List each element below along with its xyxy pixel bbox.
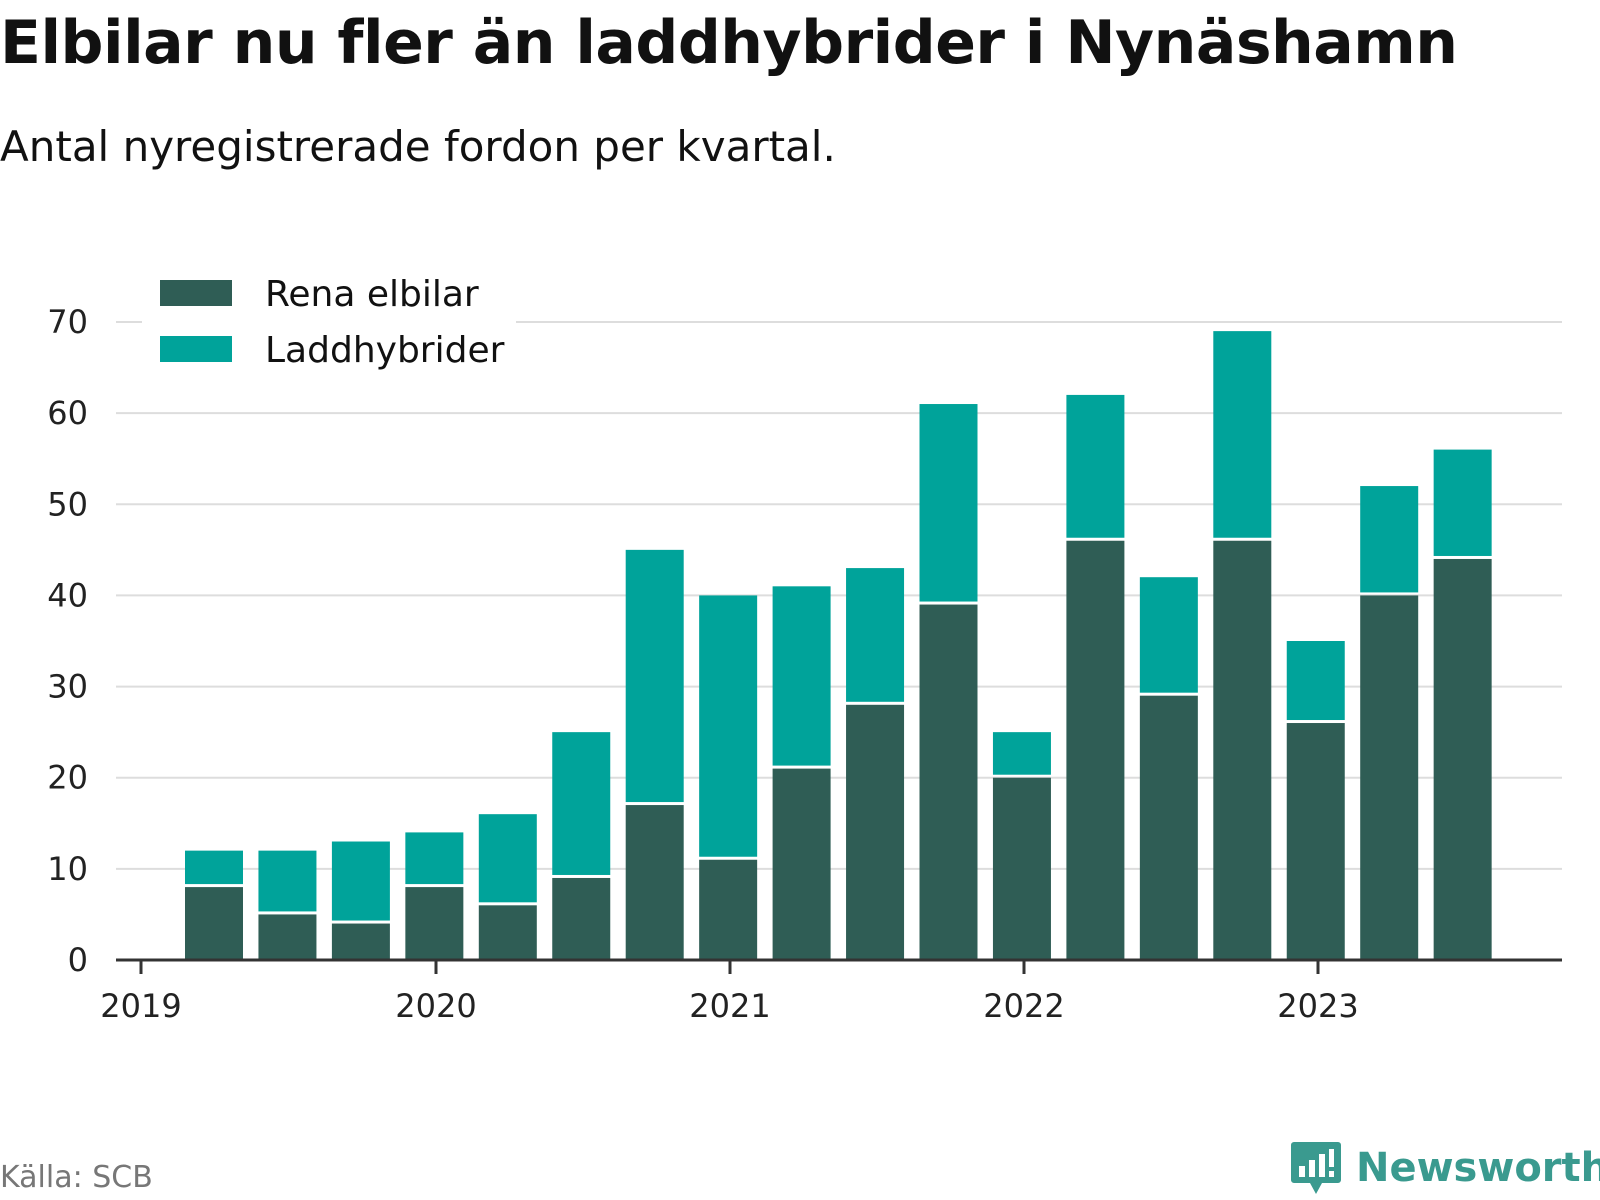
y-tick-label: 0 [68, 941, 88, 979]
bar-laddhybrider [699, 595, 758, 857]
bar-laddhybrider [1213, 331, 1272, 538]
bar-rena-elbilar [258, 914, 317, 960]
bar-rena-elbilar [1213, 540, 1272, 960]
y-tick-label: 50 [47, 485, 88, 523]
bar-rena-elbilar [699, 859, 758, 960]
bar-laddhybrider [185, 850, 243, 885]
x-tick-label: 2023 [1277, 987, 1358, 1025]
bar-rena-elbilar [1360, 595, 1419, 960]
bar-rena-elbilar [1139, 695, 1198, 960]
y-tick-label: 70 [47, 303, 88, 341]
x-tick-label: 2022 [983, 987, 1064, 1025]
bar-rena-elbilar [185, 887, 243, 960]
brand-logo: Newsworthy [1290, 1140, 1600, 1196]
bar-laddhybrider [258, 850, 317, 912]
bar-rena-elbilar [846, 704, 905, 960]
bars [185, 331, 1492, 960]
y-tick-label: 30 [47, 668, 88, 706]
legend-swatch-rena_elbilar [160, 280, 232, 306]
bar-rena-elbilar [1066, 540, 1125, 960]
bar-laddhybrider [1433, 449, 1492, 556]
bar-laddhybrider [1286, 641, 1345, 721]
bar-laddhybrider [992, 732, 1051, 775]
bar-rena-elbilar [552, 877, 611, 960]
legend-swatch-laddhybrider [160, 336, 232, 362]
bar-rena-elbilar [478, 905, 537, 960]
chart-title: Elbilar nu fler än laddhybrider i Nynäsh… [0, 8, 1458, 78]
bar-laddhybrider [331, 841, 390, 921]
bar-rena-elbilar [919, 604, 978, 960]
x-tick-label: 2020 [395, 987, 476, 1025]
axes: 0 10 20 30 40 50 60 70 2019 2020 2021 2022 2023 [47, 303, 1562, 1025]
bar-laddhybrider [919, 404, 978, 602]
bar-rena-elbilar [772, 768, 831, 960]
bar-rena-elbilar [405, 887, 464, 960]
bar-laddhybrider [1139, 577, 1198, 693]
bar-laddhybrider [552, 732, 611, 875]
bar-laddhybrider [772, 586, 831, 766]
bar-laddhybrider [1360, 486, 1419, 593]
chart-subtitle: Antal nyregistrerade fordon per kvartal. [0, 122, 836, 171]
bar-laddhybrider [1066, 394, 1125, 538]
legend-label-rena_elbilar: Rena elbilar [265, 274, 479, 315]
x-tick-label: 2019 [100, 987, 181, 1025]
grid-lines [116, 321, 1562, 870]
brand-name: Newsworthy [1356, 1145, 1600, 1191]
y-tick-label: 40 [47, 576, 88, 614]
bar-rena-elbilar [625, 805, 684, 960]
legend-label-laddhybrider: Laddhybrider [265, 330, 505, 371]
bar-laddhybrider [478, 814, 537, 903]
bar-rena-elbilar [992, 777, 1051, 960]
y-tick-label: 60 [47, 394, 88, 432]
bar-rena-elbilar [1286, 723, 1345, 960]
bar-laddhybrider [405, 832, 464, 885]
bar-laddhybrider [625, 549, 684, 803]
y-tick-label: 20 [47, 759, 88, 797]
y-tick-label: 10 [47, 850, 88, 888]
newsworthy-logo-icon [1291, 1142, 1341, 1194]
x-tick-label: 2021 [689, 987, 770, 1025]
bar-laddhybrider [846, 568, 905, 702]
bar-rena-elbilar [1433, 558, 1492, 960]
source-note: Källa: SCB [0, 1160, 153, 1195]
legend: Rena elbilar Laddhybrider [142, 262, 516, 384]
bar-rena-elbilar [331, 923, 390, 960]
